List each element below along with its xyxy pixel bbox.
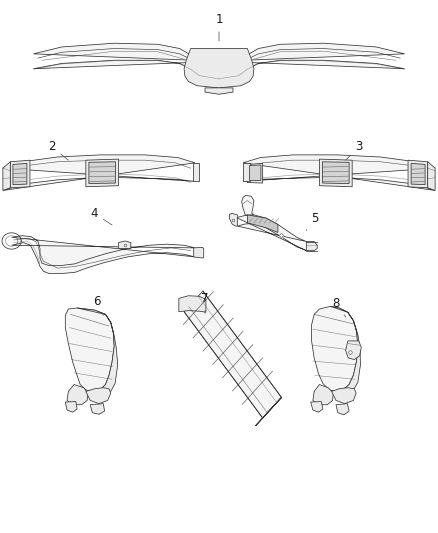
Polygon shape bbox=[243, 163, 250, 181]
Polygon shape bbox=[247, 215, 278, 232]
Text: 3: 3 bbox=[346, 140, 362, 160]
Polygon shape bbox=[322, 162, 349, 183]
Polygon shape bbox=[242, 195, 254, 215]
Polygon shape bbox=[332, 387, 356, 403]
Polygon shape bbox=[336, 403, 349, 415]
Polygon shape bbox=[11, 160, 30, 188]
Polygon shape bbox=[77, 308, 118, 395]
Text: 7: 7 bbox=[201, 292, 209, 313]
Polygon shape bbox=[184, 49, 254, 88]
Text: 5: 5 bbox=[306, 212, 319, 230]
Polygon shape bbox=[179, 296, 206, 312]
Polygon shape bbox=[13, 164, 27, 184]
Polygon shape bbox=[12, 236, 195, 273]
Polygon shape bbox=[65, 308, 114, 391]
Polygon shape bbox=[86, 387, 111, 403]
Polygon shape bbox=[193, 163, 199, 181]
Polygon shape bbox=[311, 306, 358, 391]
Polygon shape bbox=[243, 155, 435, 190]
Polygon shape bbox=[119, 241, 131, 248]
Polygon shape bbox=[311, 401, 323, 412]
Polygon shape bbox=[230, 213, 237, 226]
Polygon shape bbox=[237, 215, 306, 251]
Text: 1: 1 bbox=[215, 13, 223, 41]
Polygon shape bbox=[255, 398, 282, 426]
Text: 4: 4 bbox=[91, 207, 112, 225]
Polygon shape bbox=[346, 341, 361, 360]
Polygon shape bbox=[313, 384, 333, 405]
Polygon shape bbox=[427, 162, 435, 190]
Polygon shape bbox=[408, 160, 427, 188]
Polygon shape bbox=[67, 384, 88, 405]
Text: 6: 6 bbox=[93, 295, 103, 316]
Polygon shape bbox=[319, 159, 352, 187]
Text: 8: 8 bbox=[332, 297, 346, 317]
Polygon shape bbox=[411, 164, 425, 184]
Polygon shape bbox=[89, 162, 116, 183]
Polygon shape bbox=[3, 155, 195, 190]
Polygon shape bbox=[247, 164, 263, 183]
Polygon shape bbox=[184, 291, 282, 418]
Polygon shape bbox=[306, 241, 317, 251]
Polygon shape bbox=[330, 306, 360, 395]
Polygon shape bbox=[3, 162, 11, 190]
Text: 2: 2 bbox=[49, 140, 68, 160]
Polygon shape bbox=[33, 43, 405, 78]
Polygon shape bbox=[205, 88, 233, 94]
Polygon shape bbox=[90, 403, 105, 414]
Polygon shape bbox=[86, 159, 119, 187]
Polygon shape bbox=[250, 165, 261, 180]
Polygon shape bbox=[194, 247, 204, 258]
Polygon shape bbox=[65, 401, 77, 412]
Polygon shape bbox=[255, 398, 282, 426]
